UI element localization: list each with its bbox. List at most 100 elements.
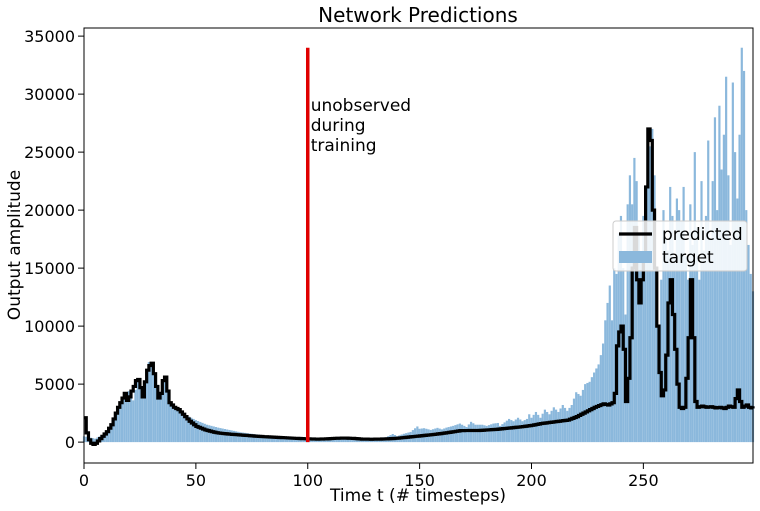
target-bar bbox=[655, 285, 658, 443]
y-tick-label: 30000 bbox=[24, 85, 75, 104]
target-bar bbox=[682, 186, 685, 443]
target-bar bbox=[282, 436, 285, 443]
target-bar bbox=[125, 393, 128, 443]
y-axis-ticks: 0 5000 10000 15000 20000 25000 30000 35000 bbox=[24, 27, 84, 452]
target-bar bbox=[747, 244, 750, 443]
target-bar bbox=[476, 424, 479, 443]
target-bar bbox=[141, 392, 144, 443]
target-bar bbox=[648, 146, 652, 443]
annotation-line: unobserved bbox=[311, 96, 411, 116]
y-axis-label: Output amplitude bbox=[5, 170, 25, 320]
target-bar bbox=[729, 244, 732, 443]
target-bar bbox=[559, 408, 562, 443]
target-bar bbox=[532, 414, 535, 443]
target-bar bbox=[704, 215, 708, 443]
target-bar bbox=[653, 175, 656, 443]
y-tick-label: 20000 bbox=[24, 201, 75, 220]
target-bar bbox=[107, 428, 110, 443]
target-bar bbox=[738, 134, 741, 443]
target-bar bbox=[243, 432, 247, 443]
target-bar bbox=[94, 438, 97, 443]
target-bar bbox=[718, 105, 721, 443]
target-bar bbox=[158, 396, 162, 443]
target-bar bbox=[608, 285, 611, 443]
target-bar bbox=[501, 424, 504, 443]
unobserved-annotation: unobserved during training bbox=[311, 96, 411, 156]
target-bar bbox=[570, 405, 573, 443]
target-bar bbox=[219, 428, 222, 443]
target-bar bbox=[512, 421, 515, 443]
target-bar bbox=[657, 349, 661, 443]
target-bar bbox=[510, 420, 513, 443]
target-bar bbox=[174, 406, 177, 443]
x-tick-label: 0 bbox=[79, 471, 89, 490]
target-bar bbox=[711, 181, 714, 443]
target-bar bbox=[669, 186, 672, 443]
target-bar bbox=[241, 432, 244, 443]
x-tick-label: 50 bbox=[186, 471, 206, 490]
target-bar bbox=[465, 427, 468, 443]
target-bar bbox=[147, 362, 150, 443]
target-bar bbox=[150, 364, 153, 443]
target-bar bbox=[257, 434, 260, 443]
target-bar bbox=[626, 204, 629, 443]
target-bar bbox=[143, 381, 146, 443]
y-tick-label: 5000 bbox=[34, 375, 75, 394]
target-bar bbox=[232, 430, 235, 443]
target-bar bbox=[275, 436, 278, 443]
target-bar bbox=[246, 433, 249, 443]
target-bar bbox=[228, 429, 231, 443]
target-bar bbox=[633, 157, 636, 443]
target-bar bbox=[660, 279, 663, 443]
target-bar bbox=[237, 431, 240, 443]
target-bar bbox=[727, 175, 730, 443]
target-bar bbox=[286, 437, 289, 443]
target-bar bbox=[505, 420, 508, 443]
target-bar bbox=[279, 436, 282, 443]
target-bar bbox=[485, 425, 488, 443]
target-bar bbox=[199, 421, 202, 443]
target-bar bbox=[716, 210, 719, 443]
target-bar bbox=[541, 413, 544, 443]
target-bar bbox=[474, 424, 477, 443]
target-bar bbox=[226, 429, 229, 443]
target-bar bbox=[214, 427, 218, 443]
target-bar bbox=[181, 412, 184, 443]
target-bar bbox=[702, 250, 705, 443]
target-bar bbox=[745, 210, 748, 443]
target-bar bbox=[109, 424, 112, 443]
target-bar bbox=[481, 424, 484, 443]
x-axis-label: Time t (# timesteps) bbox=[329, 486, 506, 506]
target-bar bbox=[604, 320, 607, 443]
target-bar bbox=[221, 428, 224, 443]
target-bar bbox=[440, 429, 444, 443]
target-bar bbox=[521, 421, 524, 443]
target-bar bbox=[277, 436, 280, 443]
x-tick-label: 150 bbox=[404, 471, 435, 490]
target-bar bbox=[534, 411, 538, 443]
target-bar bbox=[680, 221, 683, 443]
target-bar bbox=[720, 169, 723, 443]
target-bar bbox=[91, 438, 95, 443]
x-tick-label: 100 bbox=[292, 471, 323, 490]
y-tick-label: 0 bbox=[65, 433, 75, 452]
target-bar bbox=[270, 435, 274, 443]
target-bar bbox=[132, 400, 135, 443]
target-bar bbox=[579, 395, 582, 443]
target-bar bbox=[111, 419, 115, 443]
target-bar bbox=[546, 411, 549, 443]
target-bar bbox=[642, 215, 645, 443]
target-bar bbox=[127, 391, 130, 443]
target-bar bbox=[599, 355, 602, 443]
target-bar bbox=[709, 239, 712, 443]
target-bar bbox=[749, 273, 752, 443]
target-bar bbox=[288, 437, 291, 443]
target-bar bbox=[548, 414, 551, 443]
target-bar bbox=[145, 372, 148, 443]
target-bar bbox=[664, 239, 667, 443]
target-bar bbox=[644, 192, 647, 443]
target-bar bbox=[693, 152, 696, 443]
target-bar bbox=[152, 370, 155, 443]
y-tick-label: 35000 bbox=[24, 27, 75, 46]
